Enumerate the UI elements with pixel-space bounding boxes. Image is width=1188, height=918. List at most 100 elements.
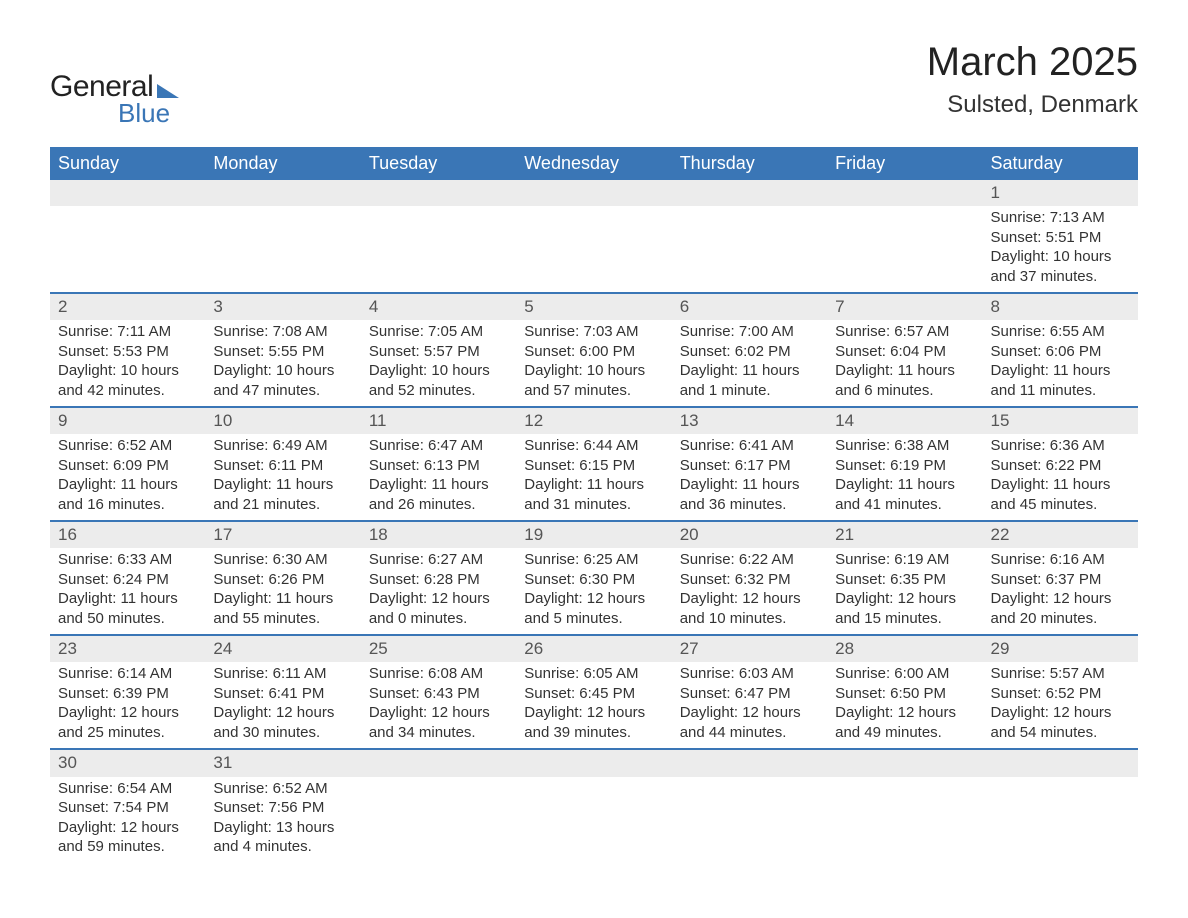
day-number-cell: 31 <box>205 749 360 776</box>
sunset-line: Sunset: 6:43 PM <box>369 684 508 704</box>
day-number-cell: 12 <box>516 407 671 434</box>
day-body-cell: Sunrise: 6:41 AMSunset: 6:17 PMDaylight:… <box>672 434 827 521</box>
day-body-cell: Sunrise: 6:11 AMSunset: 6:41 PMDaylight:… <box>205 662 360 749</box>
day-number-row: 1 <box>50 180 1138 206</box>
day-number-cell: 7 <box>827 293 982 320</box>
daylight-line: Daylight: 12 hours and 49 minutes. <box>835 703 974 742</box>
day-number-cell: 5 <box>516 293 671 320</box>
daylight-line: Daylight: 11 hours and 11 minutes. <box>991 361 1130 400</box>
day-body-cell: Sunrise: 5:57 AMSunset: 6:52 PMDaylight:… <box>983 662 1138 749</box>
sunrise-line: Sunrise: 6:03 AM <box>680 664 819 684</box>
day-number-cell: 26 <box>516 635 671 662</box>
sunrise-line: Sunrise: 7:11 AM <box>58 322 197 342</box>
sunset-line: Sunset: 5:51 PM <box>991 228 1130 248</box>
sunrise-line: Sunrise: 6:22 AM <box>680 550 819 570</box>
sunrise-line: Sunrise: 6:38 AM <box>835 436 974 456</box>
day-number-cell <box>672 749 827 776</box>
day-number-cell: 22 <box>983 521 1138 548</box>
sunrise-line: Sunrise: 6:16 AM <box>991 550 1130 570</box>
daylight-line: Daylight: 11 hours and 55 minutes. <box>213 589 352 628</box>
sunrise-line: Sunrise: 6:57 AM <box>835 322 974 342</box>
day-number-cell: 29 <box>983 635 1138 662</box>
weekday-header: Tuesday <box>361 147 516 180</box>
sunrise-line: Sunrise: 6:44 AM <box>524 436 663 456</box>
sunrise-line: Sunrise: 5:57 AM <box>991 664 1130 684</box>
daylight-line: Daylight: 10 hours and 42 minutes. <box>58 361 197 400</box>
day-body-cell: Sunrise: 6:33 AMSunset: 6:24 PMDaylight:… <box>50 548 205 635</box>
day-number-cell: 2 <box>50 293 205 320</box>
day-body-cell: Sunrise: 6:22 AMSunset: 6:32 PMDaylight:… <box>672 548 827 635</box>
sunrise-line: Sunrise: 6:27 AM <box>369 550 508 570</box>
day-body-cell: Sunrise: 6:05 AMSunset: 6:45 PMDaylight:… <box>516 662 671 749</box>
day-body-cell: Sunrise: 6:30 AMSunset: 6:26 PMDaylight:… <box>205 548 360 635</box>
day-number-cell: 14 <box>827 407 982 434</box>
sunrise-line: Sunrise: 6:52 AM <box>58 436 197 456</box>
day-number-cell: 27 <box>672 635 827 662</box>
day-body-cell <box>361 206 516 293</box>
day-body-cell: Sunrise: 6:47 AMSunset: 6:13 PMDaylight:… <box>361 434 516 521</box>
day-body-cell: Sunrise: 6:36 AMSunset: 6:22 PMDaylight:… <box>983 434 1138 521</box>
sunset-line: Sunset: 6:52 PM <box>991 684 1130 704</box>
day-number-row: 16171819202122 <box>50 521 1138 548</box>
day-body-cell <box>672 777 827 863</box>
day-number-cell: 21 <box>827 521 982 548</box>
day-number-cell: 6 <box>672 293 827 320</box>
day-body-cell: Sunrise: 6:27 AMSunset: 6:28 PMDaylight:… <box>361 548 516 635</box>
sunrise-line: Sunrise: 6:19 AM <box>835 550 974 570</box>
day-number-cell: 20 <box>672 521 827 548</box>
day-body-cell: Sunrise: 7:05 AMSunset: 5:57 PMDaylight:… <box>361 320 516 407</box>
sunset-line: Sunset: 7:56 PM <box>213 798 352 818</box>
day-number-cell: 15 <box>983 407 1138 434</box>
day-number-cell: 18 <box>361 521 516 548</box>
daylight-line: Daylight: 12 hours and 5 minutes. <box>524 589 663 628</box>
day-body-cell: Sunrise: 6:54 AMSunset: 7:54 PMDaylight:… <box>50 777 205 863</box>
sunset-line: Sunset: 6:41 PM <box>213 684 352 704</box>
sunrise-line: Sunrise: 6:47 AM <box>369 436 508 456</box>
weekday-header: Friday <box>827 147 982 180</box>
day-body-cell: Sunrise: 7:13 AMSunset: 5:51 PMDaylight:… <box>983 206 1138 293</box>
daylight-line: Daylight: 13 hours and 4 minutes. <box>213 818 352 857</box>
sunrise-line: Sunrise: 6:33 AM <box>58 550 197 570</box>
day-number-cell: 25 <box>361 635 516 662</box>
sunset-line: Sunset: 5:53 PM <box>58 342 197 362</box>
daylight-line: Daylight: 11 hours and 21 minutes. <box>213 475 352 514</box>
sunset-line: Sunset: 6:02 PM <box>680 342 819 362</box>
daylight-line: Daylight: 11 hours and 26 minutes. <box>369 475 508 514</box>
weekday-header-row: SundayMondayTuesdayWednesdayThursdayFrid… <box>50 147 1138 180</box>
day-number-cell <box>361 749 516 776</box>
sunset-line: Sunset: 6:32 PM <box>680 570 819 590</box>
sunset-line: Sunset: 6:15 PM <box>524 456 663 476</box>
sunrise-line: Sunrise: 6:00 AM <box>835 664 974 684</box>
daylight-line: Daylight: 10 hours and 47 minutes. <box>213 361 352 400</box>
day-body-cell: Sunrise: 6:49 AMSunset: 6:11 PMDaylight:… <box>205 434 360 521</box>
sunset-line: Sunset: 6:45 PM <box>524 684 663 704</box>
sunset-line: Sunset: 6:30 PM <box>524 570 663 590</box>
day-number-row: 3031 <box>50 749 1138 776</box>
day-number-cell: 23 <box>50 635 205 662</box>
day-number-cell: 13 <box>672 407 827 434</box>
daylight-line: Daylight: 11 hours and 1 minute. <box>680 361 819 400</box>
daylight-line: Daylight: 11 hours and 41 minutes. <box>835 475 974 514</box>
logo-word-blue: Blue <box>118 98 179 129</box>
daylight-line: Daylight: 11 hours and 6 minutes. <box>835 361 974 400</box>
sunset-line: Sunset: 6:17 PM <box>680 456 819 476</box>
sunrise-line: Sunrise: 7:08 AM <box>213 322 352 342</box>
day-body-cell <box>516 777 671 863</box>
daylight-line: Daylight: 12 hours and 39 minutes. <box>524 703 663 742</box>
daylight-line: Daylight: 11 hours and 16 minutes. <box>58 475 197 514</box>
day-number-cell <box>827 749 982 776</box>
sunset-line: Sunset: 7:54 PM <box>58 798 197 818</box>
sunrise-line: Sunrise: 6:36 AM <box>991 436 1130 456</box>
day-body-cell: Sunrise: 6:16 AMSunset: 6:37 PMDaylight:… <box>983 548 1138 635</box>
day-body-cell: Sunrise: 6:25 AMSunset: 6:30 PMDaylight:… <box>516 548 671 635</box>
sunrise-line: Sunrise: 6:14 AM <box>58 664 197 684</box>
day-body-cell: Sunrise: 6:03 AMSunset: 6:47 PMDaylight:… <box>672 662 827 749</box>
daylight-line: Daylight: 10 hours and 52 minutes. <box>369 361 508 400</box>
sunset-line: Sunset: 6:24 PM <box>58 570 197 590</box>
day-body-cell <box>827 777 982 863</box>
day-number-cell <box>827 180 982 206</box>
sunset-line: Sunset: 6:37 PM <box>991 570 1130 590</box>
day-number-cell: 10 <box>205 407 360 434</box>
sunrise-line: Sunrise: 7:13 AM <box>991 208 1130 228</box>
day-number-cell: 8 <box>983 293 1138 320</box>
